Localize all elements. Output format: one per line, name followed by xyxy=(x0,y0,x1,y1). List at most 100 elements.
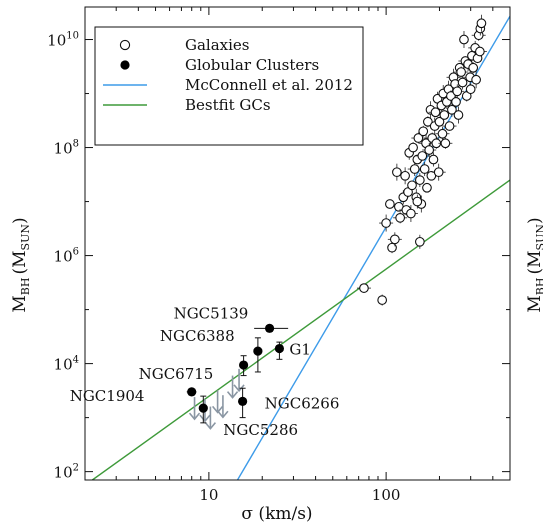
gc-point xyxy=(187,387,197,397)
galaxy-point xyxy=(387,242,397,253)
upper-limit-head xyxy=(204,422,217,430)
galaxy-point xyxy=(389,234,400,245)
gc-labels: NGC5139 NGC6388 G1 NGC6715 NGC1904 NGC6266 NGC… xyxy=(70,304,340,439)
galaxy-point xyxy=(453,110,464,120)
y-axis-label-unit: (M xyxy=(10,250,30,274)
gc-point xyxy=(239,360,249,370)
y-axis-label-close: ) xyxy=(10,217,30,224)
galaxy-point xyxy=(381,218,391,228)
axes-frame xyxy=(84,6,511,481)
x-axis-label: σ (km/s) xyxy=(241,504,312,524)
y-tick-label: 104 xyxy=(54,355,79,374)
y-axis-label-sub: BH xyxy=(19,278,32,296)
galaxy-point xyxy=(408,142,418,153)
y-tick-label-base: 10 xyxy=(54,248,73,266)
gc-label-ngc1904: NGC1904 xyxy=(70,387,145,405)
upper-limit-head xyxy=(233,384,245,393)
galaxy-point xyxy=(413,133,424,143)
galaxy-point xyxy=(444,121,455,131)
y-tick-label-exp: 4 xyxy=(73,355,79,366)
galaxy-point xyxy=(422,182,432,193)
gc-point xyxy=(198,403,208,413)
y-axis-label-right: MBH (MSUN) xyxy=(525,217,543,312)
y-axis-label: MBH (MSUN) xyxy=(10,217,32,312)
galaxy-point xyxy=(439,110,450,120)
galaxy-point xyxy=(451,97,461,107)
gc-label-ngc5286: NGC5286 xyxy=(223,421,298,439)
galaxy-point xyxy=(437,128,448,139)
galaxy-point xyxy=(465,84,476,95)
upper-limit-head xyxy=(226,391,239,399)
galaxy-point xyxy=(406,208,416,219)
y-axis-label-right-close: ) xyxy=(525,217,543,224)
galaxy-point xyxy=(417,151,428,161)
y-axis-label-unit-sub: SUN xyxy=(19,224,32,251)
galaxy-point xyxy=(418,126,429,137)
galaxy-point xyxy=(468,62,479,73)
galaxy-point xyxy=(409,164,420,174)
y-tick-label-base: 10 xyxy=(54,464,73,482)
bestfit-gc-line xyxy=(91,179,510,480)
galaxy-point xyxy=(440,138,451,149)
galaxy-points xyxy=(356,14,487,306)
y-axis-label-right-unit-sub: SUN xyxy=(534,224,543,251)
y-tick-label-base: 10 xyxy=(54,356,73,374)
globular-cluster-points xyxy=(186,323,289,424)
galaxy-point xyxy=(471,74,481,85)
gc-point xyxy=(264,323,275,333)
y-tick-label: 106 xyxy=(54,247,79,266)
y-tick-label-exp: 8 xyxy=(73,139,79,150)
galaxy-point xyxy=(377,295,388,305)
galaxy-point xyxy=(434,116,445,127)
galaxy-point xyxy=(415,175,425,185)
upper-limit-head xyxy=(199,414,211,423)
y-tick-label-base: 10 xyxy=(47,32,66,50)
y-tick-label: 102 xyxy=(54,463,79,482)
gc-point xyxy=(238,396,248,406)
galaxy-point xyxy=(456,67,466,77)
legend-box xyxy=(94,26,364,146)
y-axis-label-right-unit: (M xyxy=(525,250,543,274)
legend: Galaxies Globular Clusters McConnell et al… xyxy=(94,26,364,146)
galaxy-point xyxy=(476,18,487,29)
galaxy-point xyxy=(419,164,430,174)
gc-label-ngc5139: NGC5139 xyxy=(174,304,249,322)
galaxy-point xyxy=(412,196,423,207)
upper-limit-arrows xyxy=(188,368,245,430)
y-axis-label-m: M xyxy=(10,295,30,312)
galaxy-point xyxy=(430,107,441,118)
y-tick-label-exp: 2 xyxy=(73,463,79,474)
y-tick-label: 1010 xyxy=(47,31,79,50)
galaxy-point xyxy=(475,46,485,57)
galaxy-point xyxy=(415,236,425,247)
galaxy-point xyxy=(407,180,417,191)
legend-label: McConnell et al. 2012 xyxy=(185,76,353,94)
galaxy-point xyxy=(428,154,439,165)
upper-limit-head xyxy=(211,405,224,414)
galaxy-point xyxy=(452,86,463,97)
y-tick-label-base: 10 xyxy=(54,140,73,158)
upper-limit-head xyxy=(188,412,201,421)
legend-label: Globular Clusters xyxy=(185,56,319,74)
galaxy-point xyxy=(395,212,406,223)
y-tick-label-exp: 10 xyxy=(66,31,79,42)
galaxy-point xyxy=(423,116,433,127)
legend-label: Galaxies xyxy=(185,36,250,54)
galaxy-point xyxy=(359,283,369,293)
galaxy-point xyxy=(447,104,457,115)
galaxy-point xyxy=(392,167,402,178)
galaxy-point xyxy=(459,34,469,45)
gc-label-ngc6388: NGC6388 xyxy=(160,327,235,345)
galaxy-point xyxy=(424,145,435,155)
gc-label-ngc6715: NGC6715 xyxy=(139,365,214,383)
legend-gc-marker xyxy=(120,60,130,70)
galaxy-point xyxy=(433,167,444,178)
y-tick-label: 108 xyxy=(54,139,79,158)
gc-point xyxy=(253,346,263,356)
legend-label: Bestfit GCs xyxy=(185,96,271,114)
gc-point xyxy=(274,343,285,354)
galaxy-point xyxy=(457,77,468,88)
x-tick-label: 100 xyxy=(372,486,401,504)
